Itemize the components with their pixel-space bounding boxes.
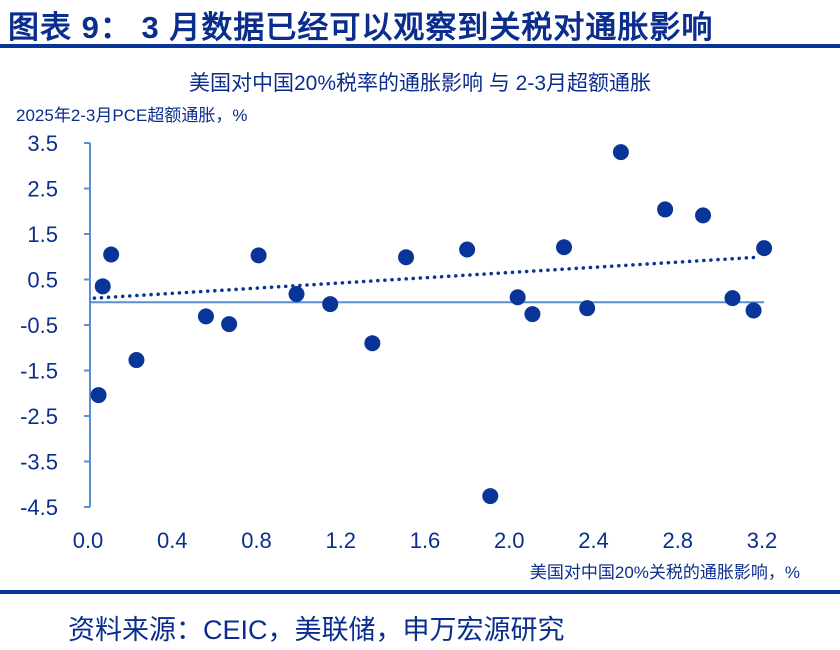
data-point	[556, 239, 573, 256]
data-point	[612, 144, 629, 161]
data-point	[459, 241, 476, 258]
y-tick-label: 1.5	[27, 222, 58, 247]
y-tick-label: -2.5	[20, 404, 58, 429]
data-point	[756, 240, 773, 257]
figure-title: 图表 9： 3 月数据已经可以观察到关税对通胀影响	[8, 10, 714, 45]
data-point	[128, 352, 145, 369]
x-tick-label: 2.0	[494, 528, 525, 553]
data-point	[745, 302, 762, 319]
y-tick-label: 3.5	[27, 131, 58, 156]
data-point	[288, 286, 305, 303]
data-point	[94, 278, 111, 295]
data-point	[724, 290, 741, 307]
data-point	[695, 207, 712, 224]
data-point	[322, 296, 339, 313]
data-point	[364, 335, 381, 352]
data-point	[524, 306, 541, 323]
x-tick-label: 3.2	[747, 528, 778, 553]
y-tick-label: -1.5	[20, 359, 58, 384]
data-point	[398, 249, 415, 266]
header-divider	[0, 44, 840, 48]
x-axis-label: 美国对中国20%关税的通胀影响，%	[530, 563, 800, 582]
data-point	[221, 316, 238, 333]
chart-title: 美国对中国20%税率的通胀影响 与 2-3月超额通胀	[189, 72, 651, 95]
scatter-chart: 美国对中国20%税率的通胀影响 与 2-3月超额通胀 2025年2-3月PCE超…	[16, 72, 800, 582]
trendline	[92, 255, 760, 300]
x-tick-label: 1.2	[325, 528, 356, 553]
source-note: 资料来源：CEIC，美联储，申万宏源研究	[68, 615, 565, 645]
y-tick-label: -0.5	[20, 313, 58, 338]
y-tick-label: 2.5	[27, 177, 58, 202]
data-point	[250, 247, 267, 264]
y-axis-label: 2025年2-3月PCE超额通胀，%	[16, 106, 247, 125]
x-tick-label: 0.8	[241, 528, 272, 553]
y-tick-label: 0.5	[27, 268, 58, 293]
y-tick-label: -3.5	[20, 450, 58, 475]
data-point	[197, 308, 214, 325]
data-point	[509, 289, 526, 306]
footer-divider	[0, 590, 840, 594]
x-tick-label: 2.8	[662, 528, 693, 553]
x-tick-label: 0.4	[157, 528, 188, 553]
x-tick-label: 0.0	[73, 528, 104, 553]
data-point	[657, 201, 674, 218]
data-point	[482, 488, 499, 505]
data-point	[579, 300, 596, 317]
data-point	[103, 246, 120, 263]
x-tick-label: 1.6	[410, 528, 441, 553]
y-tick-label: -4.5	[20, 495, 58, 520]
data-point	[90, 387, 107, 404]
x-tick-label: 2.4	[578, 528, 609, 553]
